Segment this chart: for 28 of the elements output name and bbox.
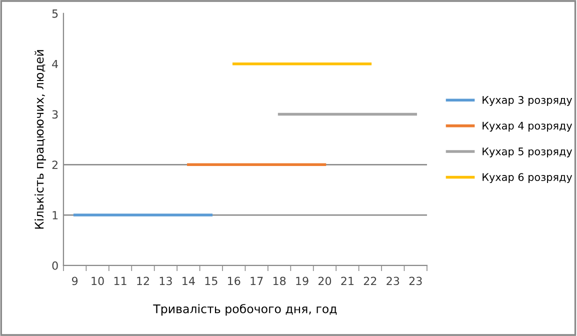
y-tick-label: 3: [52, 110, 58, 119]
x-tick-label: 23: [409, 276, 422, 286]
x-tick-label: 10: [92, 276, 104, 286]
x-tick-label: 19: [296, 276, 308, 286]
y-tick-label: 4: [52, 60, 58, 68]
x-tick-label: 12: [137, 276, 149, 285]
x-tick-label: 9: [72, 276, 78, 286]
x-tick-label: 22: [364, 276, 376, 285]
x-tick-label: 14: [182, 276, 195, 285]
x-tick-label: 21: [341, 276, 354, 285]
y-tick-label: 1: [52, 211, 58, 220]
y-tick-label: 0: [52, 261, 58, 270]
y-tick-label: 5: [52, 10, 58, 18]
legend-label: Кухар 5 розряду: [482, 148, 572, 158]
x-tick-label: 13: [160, 276, 172, 286]
legend-label: Кухар 4 розряду: [482, 122, 572, 132]
legend-label: Кухар 6 розряду: [482, 173, 572, 184]
y-axis-title: Кількість працюючих, людей: [34, 50, 46, 229]
x-tick-label: 17: [250, 276, 263, 285]
x-tick-label: 20: [318, 276, 332, 286]
x-tick-label: 23: [386, 276, 400, 286]
y-tick-label: 2: [52, 160, 58, 169]
x-tick-label: 16: [228, 276, 240, 286]
x-tick-label: 18: [273, 276, 286, 286]
legend-label: Кухар 3 розряду: [482, 96, 572, 106]
x-tick-label: 11: [114, 276, 126, 285]
x-axis-title: Тривалість робочого дня, год: [153, 304, 337, 316]
x-tick-label: 15: [205, 276, 218, 286]
